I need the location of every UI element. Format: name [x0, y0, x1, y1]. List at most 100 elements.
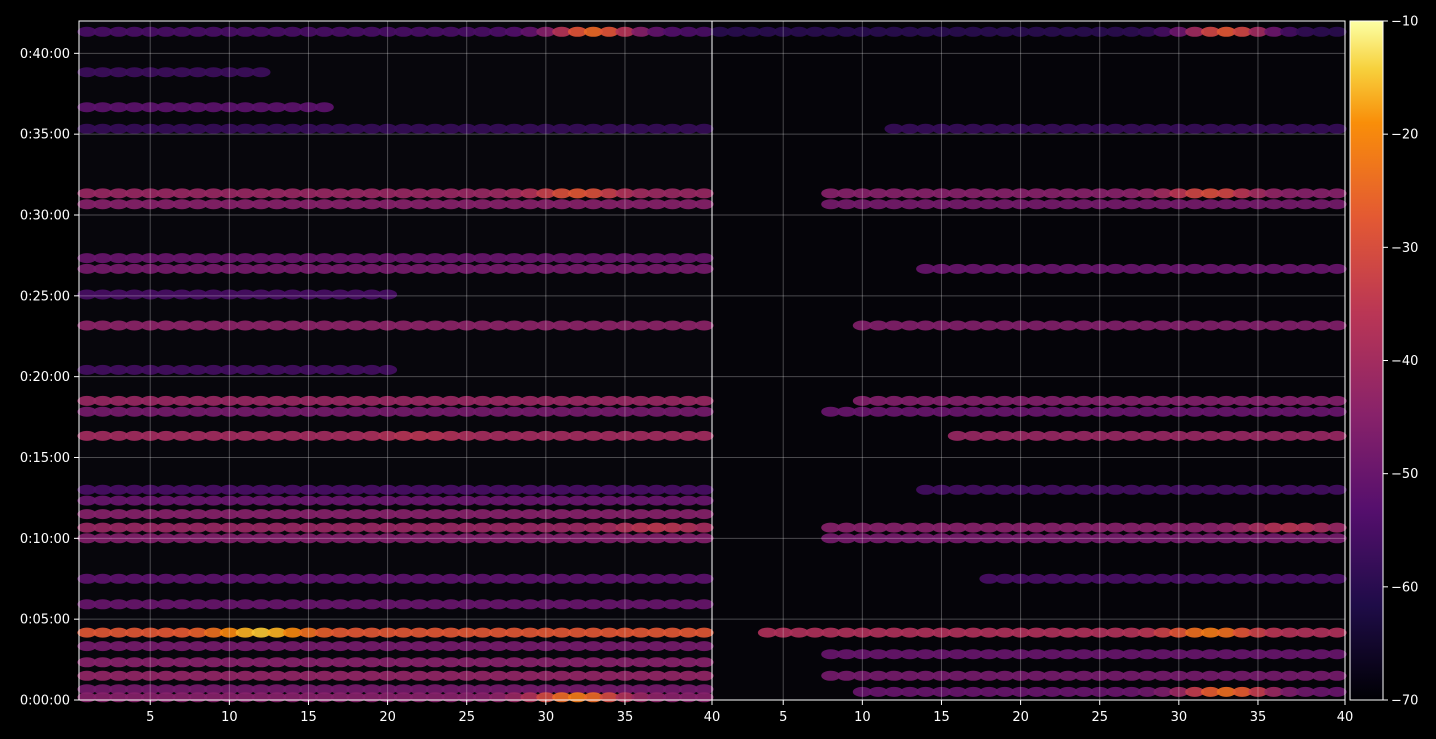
- heat-cell: [995, 123, 1015, 134]
- heat-cell: [283, 657, 303, 668]
- heat-cell: [378, 253, 398, 264]
- heat-cell: [1090, 430, 1110, 441]
- heat-cell: [995, 395, 1015, 406]
- heat-cell: [520, 395, 540, 406]
- heat-cell: [995, 263, 1015, 274]
- heat-cell: [678, 263, 698, 274]
- heat-cell: [1327, 395, 1347, 406]
- heat-cell: [504, 670, 524, 681]
- heat-cell: [362, 495, 382, 506]
- heat-cell: [156, 430, 176, 441]
- heat-cell: [1248, 627, 1268, 638]
- heat-cell: [520, 26, 540, 37]
- heat-cell: [473, 320, 492, 331]
- heat-cell: [473, 253, 492, 264]
- heat-cell: [1137, 199, 1157, 210]
- heat-cell: [124, 430, 144, 441]
- heat-cell: [947, 649, 967, 660]
- heat-cell: [1216, 26, 1236, 37]
- heat-cell: [283, 263, 303, 274]
- heat-cell: [932, 123, 951, 134]
- heat-cell: [140, 199, 160, 210]
- heat-cell: [995, 670, 1015, 681]
- heat-cell: [1042, 627, 1062, 638]
- heat-cell: [647, 484, 667, 495]
- heat-cell: [1185, 320, 1205, 331]
- heat-cell: [1074, 573, 1094, 584]
- heat-cell: [314, 657, 334, 668]
- heat-cell: [900, 627, 920, 638]
- heat-cell: [1280, 522, 1300, 533]
- heat-cell: [837, 188, 856, 199]
- heat-cell: [1201, 188, 1220, 199]
- heat-cell: [520, 199, 540, 210]
- heat-cell: [504, 684, 524, 695]
- heat-cell: [631, 430, 651, 441]
- heat-cell: [900, 188, 920, 199]
- heat-cell: [932, 670, 951, 681]
- heat-cell: [299, 253, 318, 264]
- heat-cell: [852, 406, 872, 417]
- heat-cell: [662, 484, 682, 495]
- heat-cell: [267, 289, 287, 300]
- heat-cell: [457, 406, 477, 417]
- heat-cell: [1090, 263, 1110, 274]
- heat-cell: [409, 657, 429, 668]
- heat-cell: [93, 522, 113, 533]
- heat-cell: [662, 522, 682, 533]
- heat-cell: [378, 364, 398, 375]
- heat-cell: [552, 670, 572, 681]
- heat-cell: [615, 199, 635, 210]
- heat-cell: [583, 641, 603, 652]
- heat-cell: [109, 67, 129, 78]
- heat-cell: [362, 364, 382, 375]
- heat-cell: [204, 263, 223, 274]
- heat-cell: [647, 670, 667, 681]
- heat-cell: [1185, 627, 1205, 638]
- heat-cell: [583, 573, 603, 584]
- heat-cell: [678, 26, 698, 37]
- heat-cell: [140, 670, 160, 681]
- heat-cell: [204, 522, 223, 533]
- heat-cell: [568, 484, 587, 495]
- heat-cell: [1121, 649, 1141, 660]
- heat-cell: [441, 253, 461, 264]
- heat-cell: [1106, 263, 1125, 274]
- heat-cell: [188, 199, 208, 210]
- heat-cell: [979, 406, 999, 417]
- heat-cell: [932, 406, 951, 417]
- heat-cell: [947, 406, 967, 417]
- heat-cell: [1201, 430, 1220, 441]
- heat-cell: [362, 320, 382, 331]
- heat-cell: [172, 657, 192, 668]
- colorbar-ticks: −10−20−30−40−50−60−70: [1383, 15, 1418, 709]
- heat-cell: [441, 484, 461, 495]
- heat-cell: [504, 406, 524, 417]
- heat-cell: [283, 599, 303, 610]
- heat-cell: [552, 406, 572, 417]
- heat-cell: [109, 102, 129, 113]
- heat-cell: [172, 199, 192, 210]
- heat-cell: [1106, 573, 1125, 584]
- heat-cell: [156, 199, 176, 210]
- heat-cell: [1137, 406, 1157, 417]
- heat-cell: [393, 641, 413, 652]
- heat-cell: [409, 253, 429, 264]
- heat-cell: [156, 627, 176, 638]
- heat-cell: [631, 641, 651, 652]
- heat-cell: [979, 395, 999, 406]
- heat-cell: [1248, 263, 1268, 274]
- heat-cell: [963, 430, 983, 441]
- heat-cell: [299, 188, 318, 199]
- heat-cell: [425, 199, 445, 210]
- heat-cell: [1295, 395, 1315, 406]
- heat-cell: [156, 253, 176, 264]
- heat-cell: [1216, 522, 1236, 533]
- heat-cell: [124, 573, 144, 584]
- heat-cell: [346, 320, 366, 331]
- heat-cell: [204, 641, 223, 652]
- heat-cell: [1042, 484, 1062, 495]
- heat-cell: [109, 188, 129, 199]
- heat-cell: [124, 406, 144, 417]
- heat-cell: [457, 263, 477, 274]
